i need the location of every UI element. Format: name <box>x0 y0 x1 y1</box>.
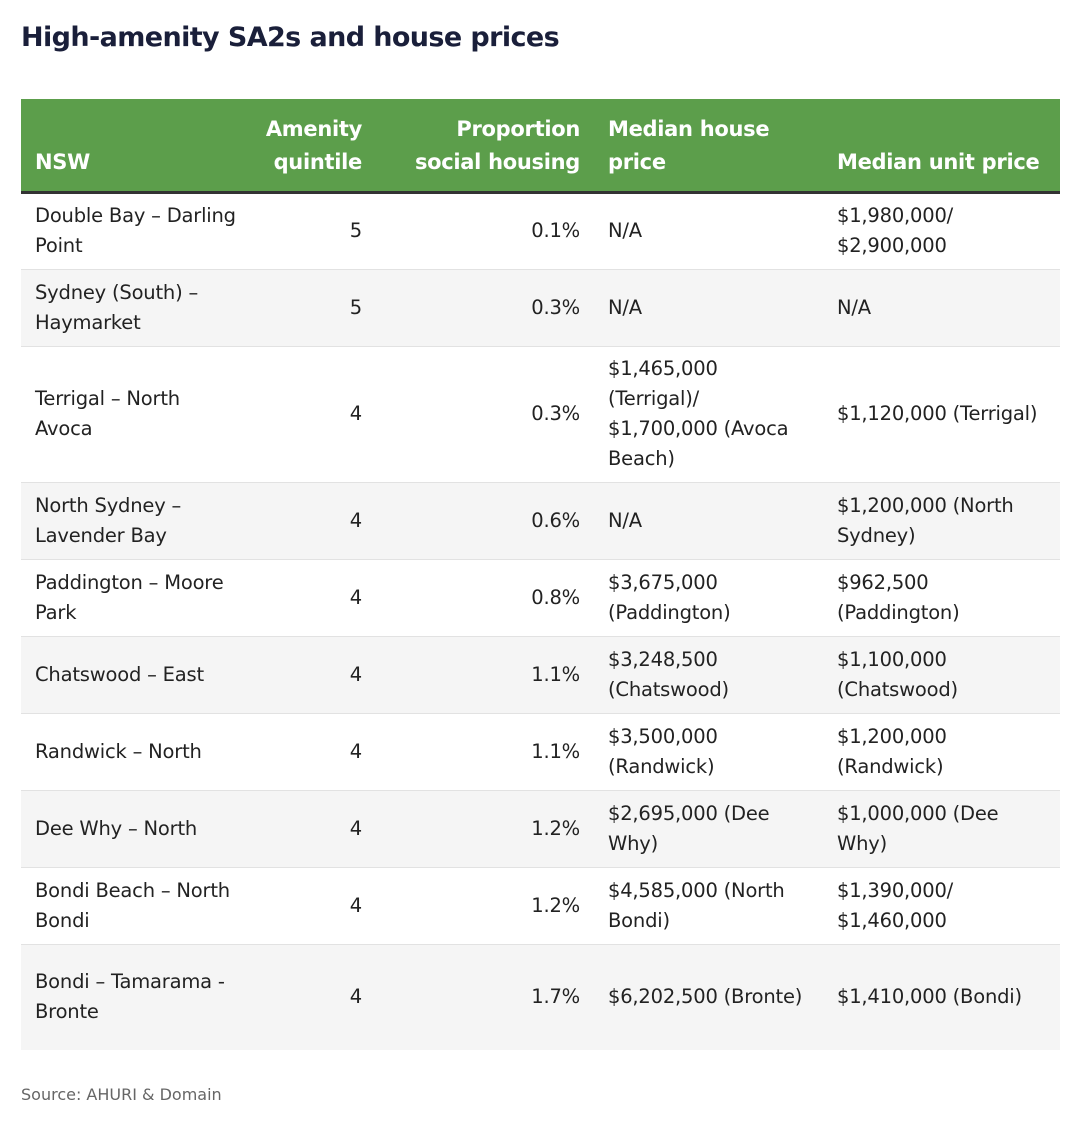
cell-amenity-quintile: 5 <box>251 192 376 270</box>
cell-median-unit-price: $1,390,000/ $1,460,000 <box>823 867 1060 945</box>
cell-median-unit-price: N/A <box>823 269 1060 347</box>
table-row: Bondi Beach – North Bondi 4 1.2% $4,585,000… <box>21 867 1060 945</box>
cell-median-house-price: N/A <box>594 192 823 270</box>
cell-area: Randwick – North <box>21 713 251 791</box>
cell-median-house-price: $3,500,000 (Randwick) <box>594 713 823 791</box>
cell-social-housing: 0.1% <box>376 192 594 270</box>
header-median-unit-price: Median unit price <box>823 99 1060 194</box>
table-row: Sydney (South) – Haymarket 5 0.3% N/A N/A <box>21 269 1060 347</box>
chart-title: High-amenity SA2s and house prices <box>21 22 560 53</box>
cell-amenity-quintile: 4 <box>251 559 376 637</box>
cell-median-house-price: N/A <box>594 269 823 347</box>
cell-area: Terrigal – North Avoca <box>21 346 251 483</box>
header-nsw: NSW <box>21 99 251 194</box>
cell-median-unit-price: $1,100,000 (Chatswood) <box>823 636 1060 714</box>
cell-social-housing: 1.2% <box>376 790 594 868</box>
table-row: Dee Why – North 4 1.2% $2,695,000 (Dee Why)… <box>21 790 1060 868</box>
cell-median-unit-price: $1,000,000 (Dee Why) <box>823 790 1060 868</box>
cell-amenity-quintile: 4 <box>251 867 376 945</box>
cell-median-unit-price: $1,980,000/ $2,900,000 <box>823 192 1060 270</box>
table-row: Bondi – Tamarama - Bronte 4 1.7% $6,202,500… <box>21 944 1060 1050</box>
header-amenity-quintile: Amenity quintile <box>251 99 376 194</box>
cell-area: Bondi Beach – North Bondi <box>21 867 251 945</box>
table-row: Double Bay – Darling Point 5 0.1% N/A $1,980… <box>21 192 1060 270</box>
cell-amenity-quintile: 5 <box>251 269 376 347</box>
cell-social-housing: 0.3% <box>376 269 594 347</box>
cell-median-unit-price: $1,120,000 (Terrigal) <box>823 346 1060 483</box>
table-row: Randwick – North 4 1.1% $3,500,000 (Randwic… <box>21 713 1060 791</box>
cell-area: Double Bay – Darling Point <box>21 192 251 270</box>
table-row: Terrigal – North Avoca 4 0.3% $1,465,000 (T… <box>21 346 1060 483</box>
header-proportion-social-housing: Proportion social housing <box>376 99 594 194</box>
cell-median-house-price: $3,675,000 (Paddington) <box>594 559 823 637</box>
cell-median-house-price: $6,202,500 (Bronte) <box>594 944 823 1050</box>
source-note: Source: AHURI & Domain <box>21 1085 222 1104</box>
cell-social-housing: 1.1% <box>376 636 594 714</box>
cell-area: Dee Why – North <box>21 790 251 868</box>
cell-social-housing: 0.3% <box>376 346 594 483</box>
cell-area: North Sydney – Lavender Bay <box>21 482 251 560</box>
cell-median-house-price: $3,248,500 (Chatswood) <box>594 636 823 714</box>
cell-median-house-price: $1,465,000 (Terrigal)/ $1,700,000 (Avoca… <box>594 346 823 483</box>
table-row: North Sydney – Lavender Bay 4 0.6% N/A $1,20… <box>21 482 1060 560</box>
cell-area: Sydney (South) – Haymarket <box>21 269 251 347</box>
cell-amenity-quintile: 4 <box>251 944 376 1050</box>
cell-median-unit-price: $1,200,000 (North Sydney) <box>823 482 1060 560</box>
cell-social-housing: 1.1% <box>376 713 594 791</box>
table-row: Paddington – Moore Park 4 0.8% $3,675,000 (… <box>21 559 1060 637</box>
cell-social-housing: 1.2% <box>376 867 594 945</box>
cell-area: Bondi – Tamarama - Bronte <box>21 944 251 1050</box>
cell-area: Paddington – Moore Park <box>21 559 251 637</box>
table-row: Chatswood – East 4 1.1% $3,248,500 (Chatswo… <box>21 636 1060 714</box>
cell-median-unit-price: $962,500 (Paddington) <box>823 559 1060 637</box>
cell-amenity-quintile: 4 <box>251 713 376 791</box>
cell-amenity-quintile: 4 <box>251 346 376 483</box>
cell-amenity-quintile: 4 <box>251 790 376 868</box>
cell-social-housing: 0.8% <box>376 559 594 637</box>
data-table-container: NSW Amenity quintile Proportion social h… <box>21 99 1060 1050</box>
data-table: NSW Amenity quintile Proportion social h… <box>21 99 1060 1050</box>
cell-social-housing: 1.7% <box>376 944 594 1050</box>
cell-amenity-quintile: 4 <box>251 482 376 560</box>
cell-median-house-price: $4,585,000 (North Bondi) <box>594 867 823 945</box>
cell-median-house-price: N/A <box>594 482 823 560</box>
cell-median-house-price: $2,695,000 (Dee Why) <box>594 790 823 868</box>
cell-amenity-quintile: 4 <box>251 636 376 714</box>
cell-social-housing: 0.6% <box>376 482 594 560</box>
cell-median-unit-price: $1,410,000 (Bondi) <box>823 944 1060 1050</box>
header-median-house-price: Median house price <box>594 99 823 194</box>
cell-area: Chatswood – East <box>21 636 251 714</box>
cell-median-unit-price: $1,200,000 (Randwick) <box>823 713 1060 791</box>
table-header-row: NSW Amenity quintile Proportion social h… <box>21 99 1060 194</box>
